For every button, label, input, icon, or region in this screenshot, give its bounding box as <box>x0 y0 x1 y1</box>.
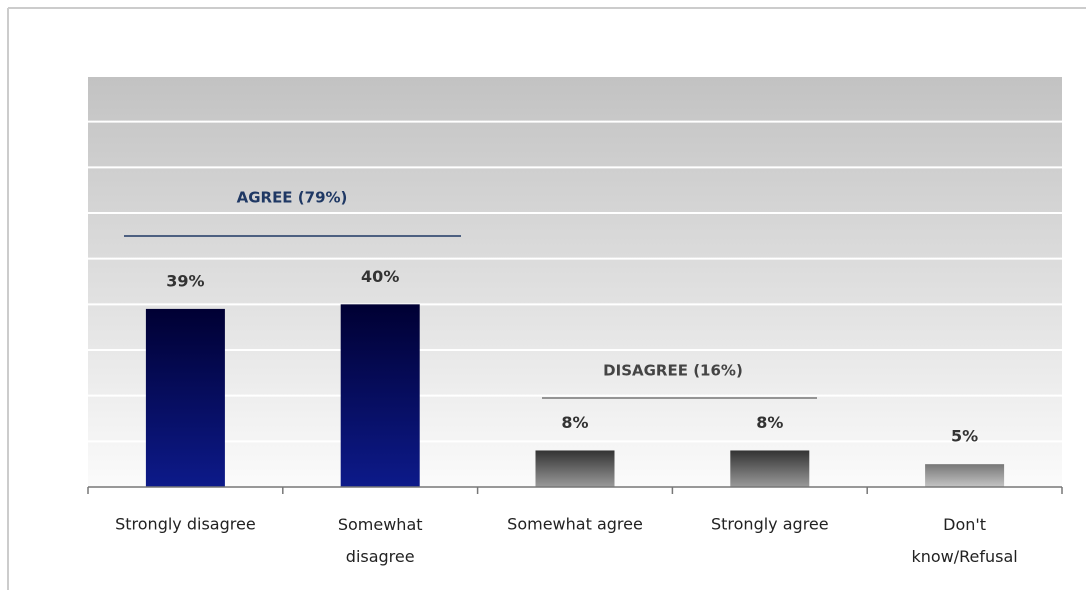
bar <box>535 450 615 487</box>
plot-background <box>88 76 1062 487</box>
value-label: 39% <box>166 271 204 290</box>
value-label: 40% <box>361 267 399 286</box>
annotation: DISAGREE (16%) <box>603 362 743 380</box>
value-label: 8% <box>756 413 783 432</box>
value-label: 5% <box>951 427 978 446</box>
x-tick-label: Don't know/Refusal <box>911 515 1017 566</box>
x-tick-label: Somewhat agree <box>507 515 643 534</box>
x-tick-label: Strongly agree <box>711 515 829 534</box>
value-label: 8% <box>561 413 588 432</box>
bar <box>730 450 810 487</box>
annotation: AGREE (79%) <box>237 189 348 207</box>
bar <box>340 304 420 487</box>
bar <box>925 464 1005 487</box>
x-tick-label: Strongly disagree <box>115 515 256 534</box>
bar <box>145 308 225 487</box>
x-tick-label: Somewhat disagree <box>338 515 423 566</box>
